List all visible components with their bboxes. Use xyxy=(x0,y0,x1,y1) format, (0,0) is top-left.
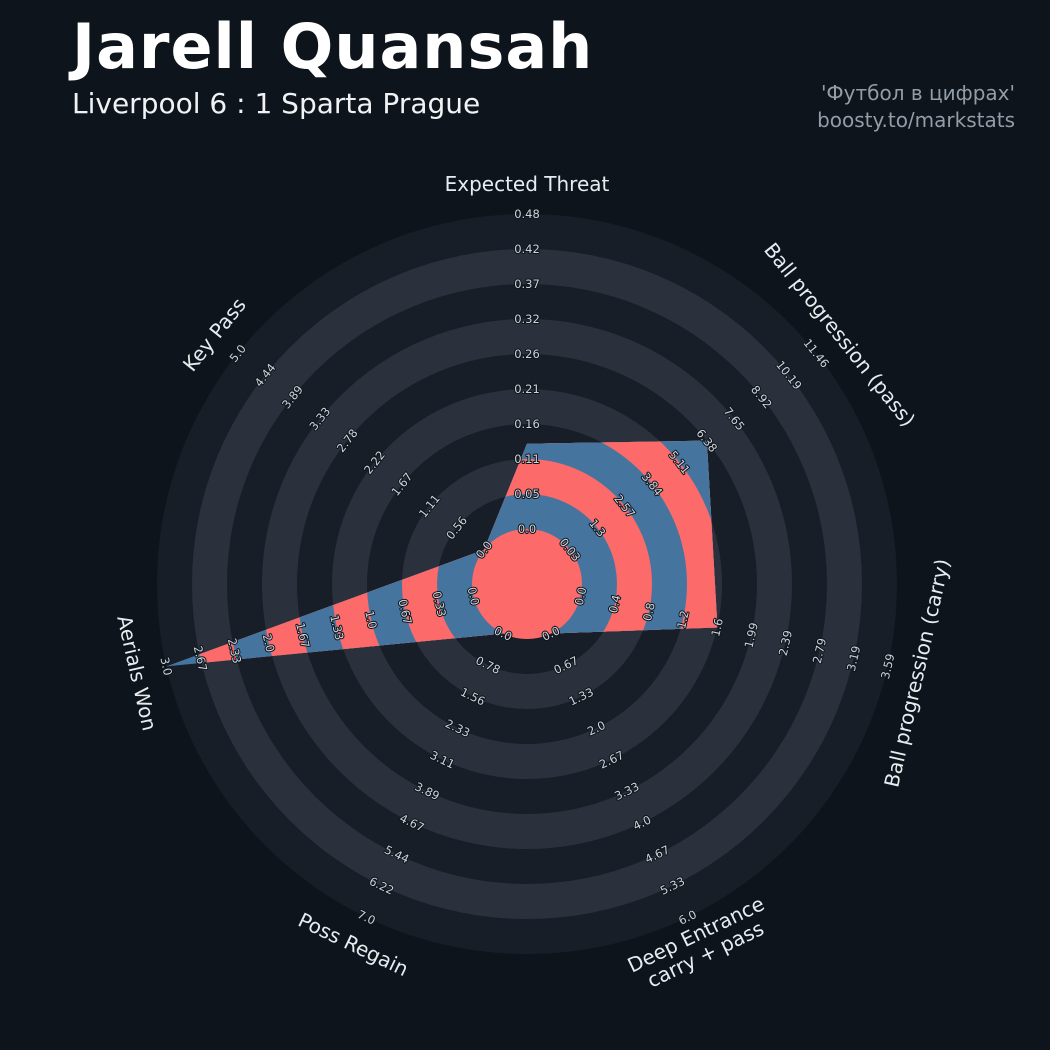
credit-link: boosty.to/markstats xyxy=(817,108,1015,132)
tick-label: 0.0 xyxy=(572,586,590,607)
tick-label: 0.21 xyxy=(514,382,540,396)
tick-label: 3.19 xyxy=(844,644,863,672)
tick-label: 1.33 xyxy=(327,613,346,641)
axis-label-5: Aerials Won xyxy=(112,613,162,733)
tick-label: 0.8 xyxy=(640,601,658,622)
tick-label: 0.11 xyxy=(514,452,540,466)
tick-label: 2.39 xyxy=(776,629,795,657)
credits-block: 'Футбол в цифрах' boosty.to/markstats xyxy=(817,80,1015,134)
tick-label: 0.33 xyxy=(430,590,449,618)
tick-label: 0.4 xyxy=(606,594,624,615)
tick-label: 0.16 xyxy=(514,417,540,431)
tick-label: 1.6 xyxy=(708,617,726,638)
tick-label: 1.67 xyxy=(293,621,312,649)
page-title: Jarell Quansah xyxy=(72,10,594,83)
tick-label: 0.37 xyxy=(514,277,540,291)
tick-label: 2.79 xyxy=(810,637,829,665)
tick-label: 0.26 xyxy=(514,347,540,361)
center-circle xyxy=(472,529,582,639)
tick-label: 2.67 xyxy=(191,644,210,672)
tick-label: 0.42 xyxy=(514,242,540,256)
tick-label: 2.33 xyxy=(225,637,244,665)
credit-brand: 'Футбол в цифрах' xyxy=(820,81,1015,105)
match-score-subtitle: Liverpool 6 : 1 Sparta Prague xyxy=(72,87,481,121)
tick-label: 1.99 xyxy=(742,621,761,649)
tick-label: 0.48 xyxy=(514,207,540,221)
tick-label: 1.2 xyxy=(674,609,692,630)
tick-label: 0.0 xyxy=(518,522,536,536)
tick-label: 0.0 xyxy=(465,586,483,607)
axis-label-0: Expected Threat xyxy=(445,172,610,196)
tick-label: 0.67 xyxy=(395,598,414,626)
tick-label: 3.59 xyxy=(878,652,897,680)
tick-label: 3.0 xyxy=(157,656,175,677)
tick-label: 0.05 xyxy=(514,487,540,501)
tick-label: 1.0 xyxy=(362,609,380,630)
header: Jarell Quansah Liverpool 6 : 1 Sparta Pr… xyxy=(72,14,593,120)
tick-label: 0.32 xyxy=(514,312,540,326)
tick-label: 2.0 xyxy=(260,633,278,654)
